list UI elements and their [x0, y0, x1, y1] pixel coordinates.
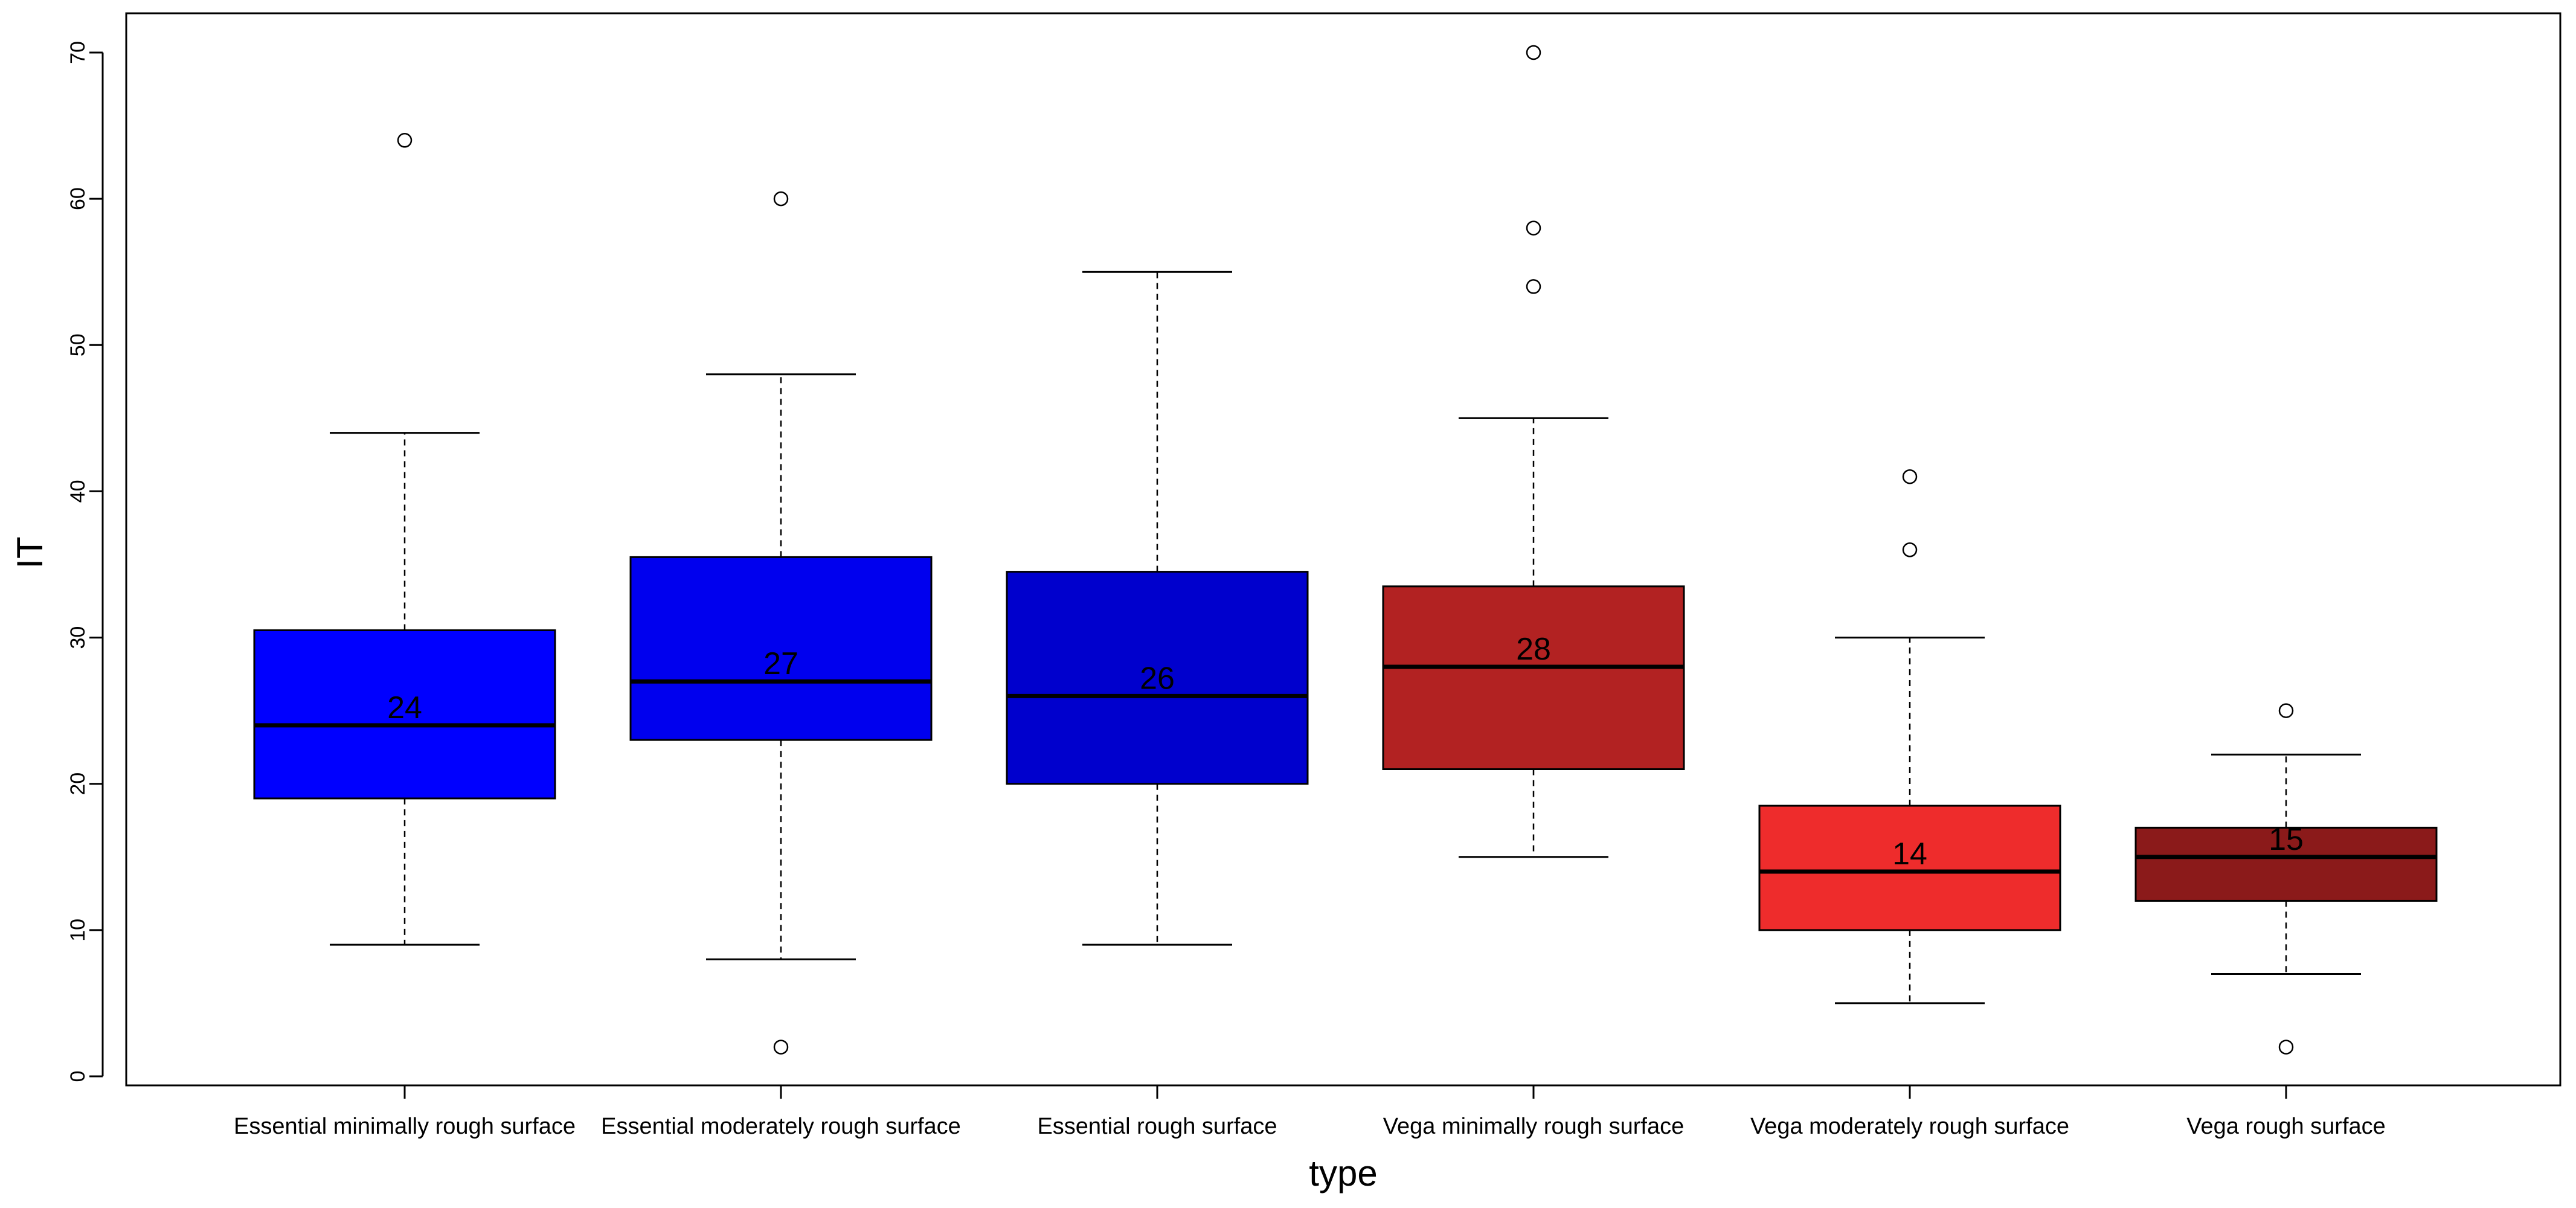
- y-tick-label: 20: [66, 773, 89, 795]
- outlier-point: [1902, 469, 1918, 484]
- median-label: 28: [1516, 632, 1551, 667]
- y-axis-title: IT: [10, 536, 50, 568]
- box: [1758, 805, 2061, 931]
- y-tick-label: 50: [66, 333, 89, 356]
- x-tick-label: Essential minimally rough surface: [234, 1114, 576, 1139]
- box: [629, 556, 933, 741]
- median-label: 26: [1140, 661, 1175, 696]
- x-axis: Essential minimally rough surface Essenti…: [234, 1084, 2386, 1139]
- boxes-layer: 24 27 26 28 14 15: [253, 45, 2438, 1055]
- outlier-point: [2278, 703, 2294, 718]
- x-tick-label: Essential moderately rough surface: [601, 1114, 961, 1139]
- median-label: 14: [1892, 837, 1927, 872]
- median-label: 27: [763, 646, 798, 681]
- y-tick-label: 70: [66, 41, 89, 64]
- box: [1006, 571, 1309, 785]
- y-tick-label: 40: [66, 480, 89, 503]
- y-axis: 0 10 20 30 40 50 60 70: [66, 41, 104, 1082]
- box-group: 28: [1382, 45, 1685, 858]
- outlier-point: [1526, 220, 1541, 236]
- x-tick-label: Vega minimally rough surface: [1383, 1114, 1684, 1139]
- y-tick-label: 30: [66, 626, 89, 649]
- y-tick-label: 10: [66, 919, 89, 942]
- box: [2134, 826, 2438, 902]
- box-group: 14: [1758, 469, 2061, 1004]
- outlier-point: [2278, 1039, 2294, 1055]
- x-tick-label: Vega moderately rough surface: [1750, 1114, 2069, 1139]
- x-axis-title: type: [1309, 1153, 1377, 1194]
- outlier-point: [773, 1039, 789, 1055]
- box: [1382, 585, 1685, 770]
- median-label: 15: [2269, 822, 2304, 857]
- plot-frame: [125, 12, 2562, 1087]
- box-group: 24: [253, 133, 556, 946]
- outlier-point: [1526, 45, 1541, 60]
- box-group: 15: [2134, 703, 2438, 1055]
- median-label: 24: [387, 690, 422, 725]
- box-group: 26: [1006, 271, 1309, 946]
- box: [253, 629, 556, 800]
- x-tick-label: Vega rough surface: [2186, 1114, 2386, 1139]
- y-tick-label: 60: [66, 187, 89, 210]
- outlier-point: [1526, 279, 1541, 294]
- outlier-point: [773, 191, 789, 207]
- outlier-point: [397, 133, 413, 148]
- x-tick-label: Essential rough surface: [1037, 1114, 1277, 1139]
- box-group: 27: [629, 191, 933, 1055]
- y-tick-label: 0: [66, 1071, 89, 1082]
- outlier-point: [1902, 542, 1918, 557]
